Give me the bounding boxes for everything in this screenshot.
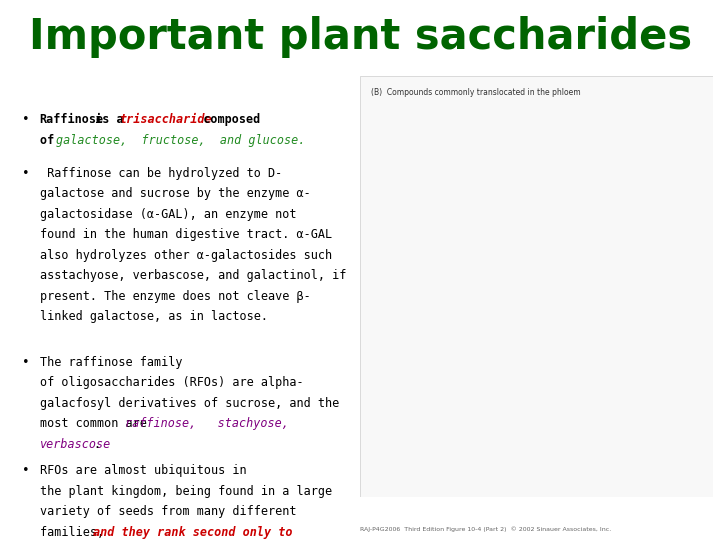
Text: •: • [22,464,29,477]
Text: galactosidase (α-GAL), an enzyme not: galactosidase (α-GAL), an enzyme not [40,208,296,221]
Text: verbascose: verbascose [40,437,111,450]
Text: (B)  Compounds commonly translocated in the phloem: (B) Compounds commonly translocated in t… [371,88,580,97]
Text: variety of seeds from many different: variety of seeds from many different [40,505,296,518]
Text: of oligosaccharides (RFOs) are alpha-: of oligosaccharides (RFOs) are alpha- [40,376,303,389]
Text: RFOs are almost ubiquitous in: RFOs are almost ubiquitous in [40,464,246,477]
Text: galactose,  fructose,  and glucose.: galactose, fructose, and glucose. [55,134,305,147]
Text: Important plant saccharides: Important plant saccharides [29,16,692,58]
Text: •: • [22,167,29,180]
Text: present. The enzyme does not cleave β-: present. The enzyme does not cleave β- [40,290,310,303]
Text: found in the human digestive tract. α-GAL: found in the human digestive tract. α-GA… [40,228,332,241]
Text: linked galactose, as in lactose.: linked galactose, as in lactose. [40,310,268,323]
Text: composed: composed [189,113,260,126]
Text: The raffinose family: The raffinose family [40,355,182,368]
Text: asstachyose, verbascose, and galactinol, if: asstachyose, verbascose, and galactinol,… [40,269,346,282]
Text: and they rank second only to: and they rank second only to [93,526,292,539]
Text: also hydrolyzes other α-galactosides such: also hydrolyzes other α-galactosides suc… [40,249,332,262]
Text: raffinose,   stachyose,: raffinose, stachyose, [125,417,289,430]
Text: RAJ-P4G2006  Third Edition Figure 10-4 (Part 2)  © 2002 Sinauer Associates, Inc.: RAJ-P4G2006 Third Edition Figure 10-4 (P… [360,526,611,532]
Text: galacfosyl derivatives of sucrose, and the: galacfosyl derivatives of sucrose, and t… [40,396,339,409]
Text: of: of [40,134,61,147]
Text: families,: families, [40,526,111,539]
FancyBboxPatch shape [360,76,713,497]
Text: Raffinose: Raffinose [40,113,104,126]
Text: is a: is a [88,113,130,126]
Text: •: • [22,113,29,126]
Text: .: . [93,437,100,450]
Text: most common are: most common are [40,417,153,430]
Text: trisaccharide: trisaccharide [120,113,212,126]
Text: the plant kingdom, being found in a large: the plant kingdom, being found in a larg… [40,485,332,498]
Text: •: • [22,355,29,368]
Text: galactose and sucrose by the enzyme α-: galactose and sucrose by the enzyme α- [40,187,310,200]
Text: Raffinose can be hydrolyzed to D-: Raffinose can be hydrolyzed to D- [40,167,282,180]
